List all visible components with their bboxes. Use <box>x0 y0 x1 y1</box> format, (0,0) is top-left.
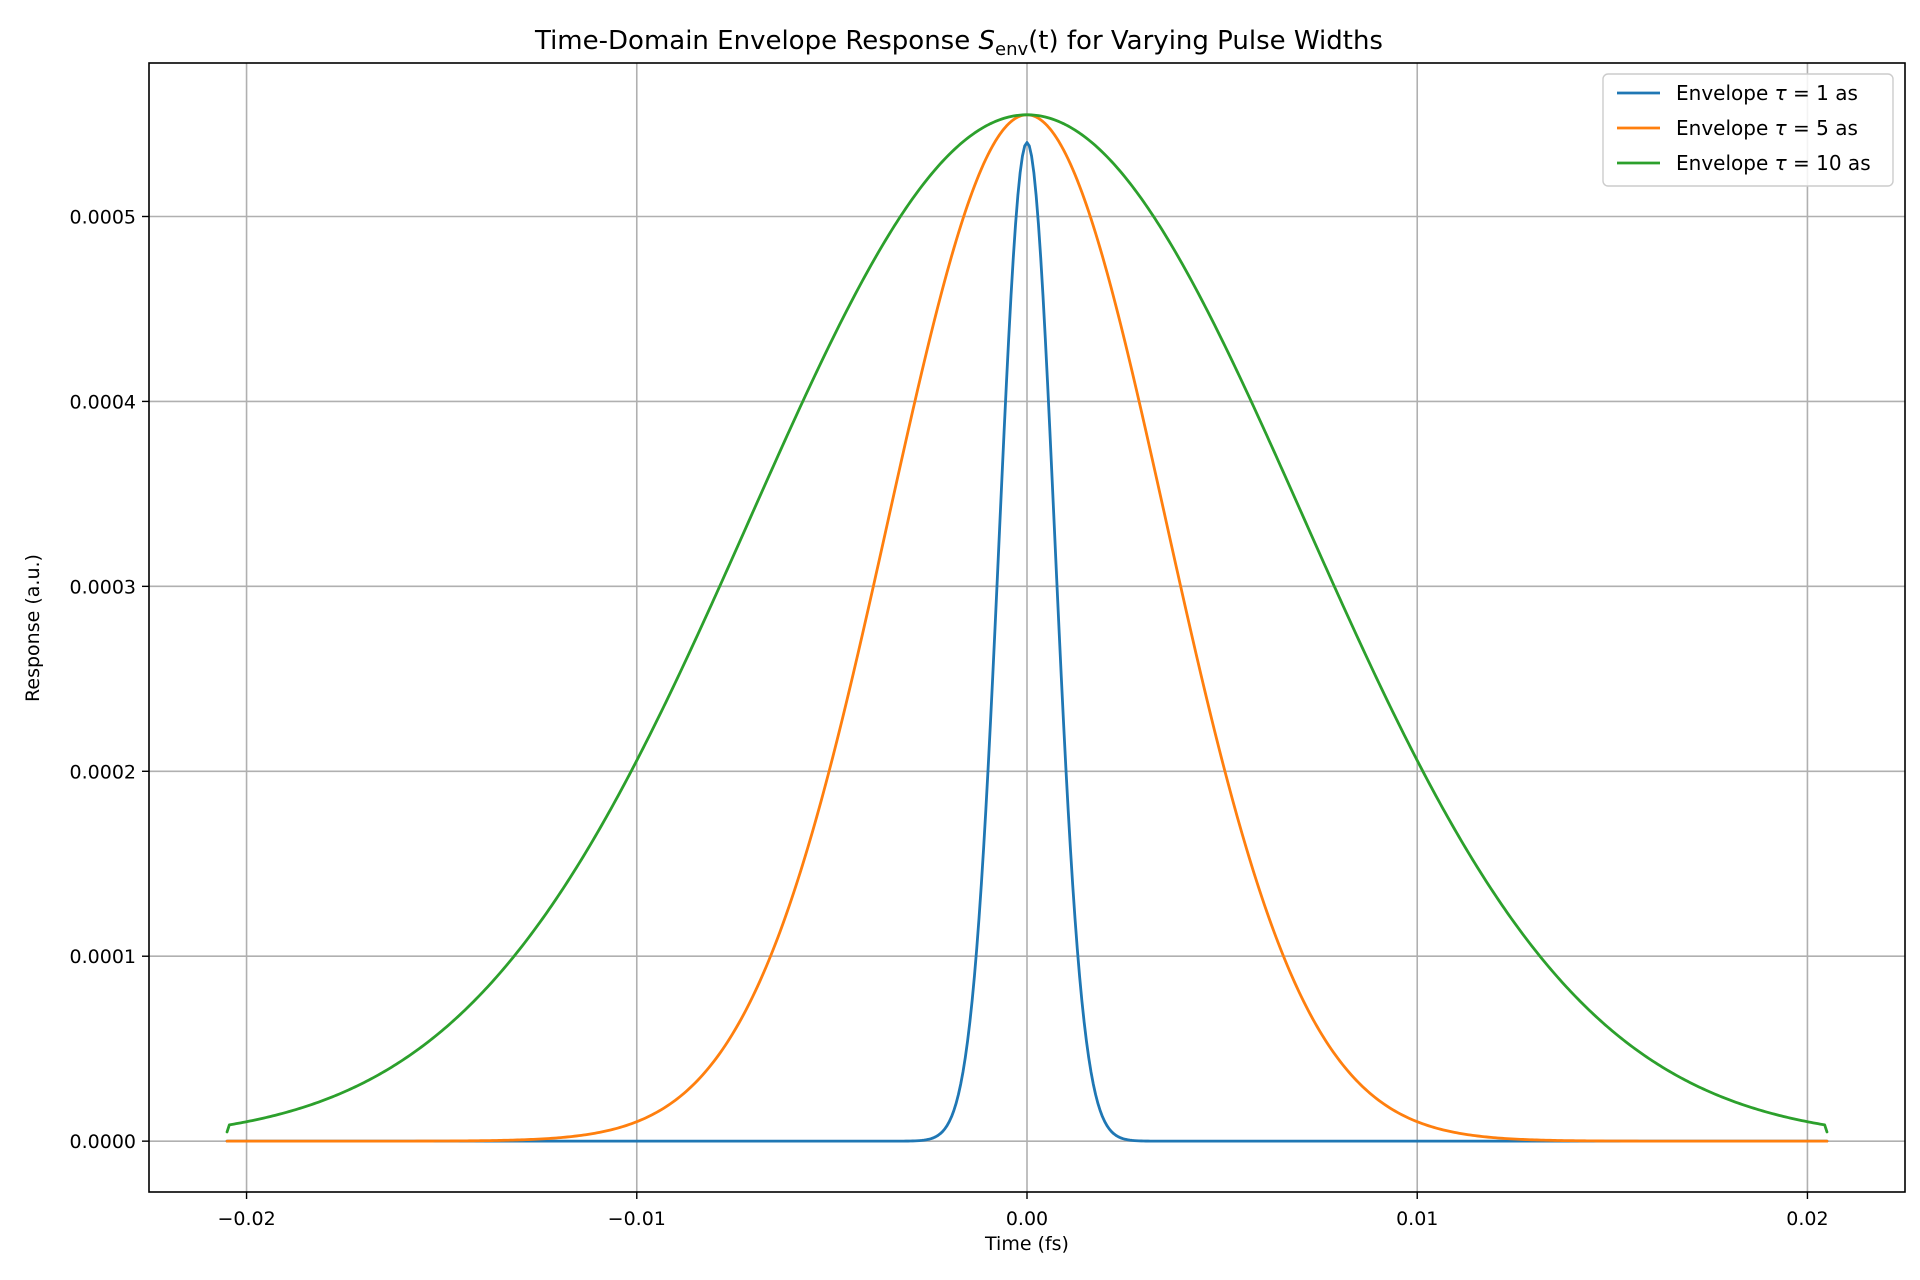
y-tick-label: 0.0003 <box>70 576 136 598</box>
legend: Envelope τ = 1 as Envelope τ = 5 as Envelo… <box>1602 73 1894 187</box>
x-axis-label: Time (fs) <box>984 1233 1069 1255</box>
y-axis-label: Response (a.u.) <box>22 554 44 702</box>
x-tick-label: −0.02 <box>217 1208 275 1230</box>
series-layer <box>225 113 1829 1143</box>
legend-label-2: Envelope τ = 5 as <box>1676 116 1858 140</box>
x-tick-label: 0.01 <box>1396 1208 1438 1230</box>
legend-label-3: Envelope τ = 10 as <box>1676 151 1871 175</box>
x-axis-ticks: −0.02 −0.01 0.00 0.01 0.02 <box>217 1192 1829 1230</box>
y-tick-label: 0.0001 <box>70 946 136 968</box>
series-line-3 <box>225 113 1829 1134</box>
legend-label-1: Envelope τ = 1 as <box>1676 81 1858 105</box>
x-tick-label: 0.02 <box>1786 1208 1828 1230</box>
y-tick-label: 0.0000 <box>70 1131 136 1153</box>
y-axis-ticks: 0.0000 0.0001 0.0002 0.0003 0.0004 0.0005 <box>70 206 149 1153</box>
grid <box>149 63 1905 1192</box>
x-tick-label: 0.00 <box>1006 1208 1048 1230</box>
y-tick-label: 0.0005 <box>70 206 136 228</box>
y-tick-label: 0.0004 <box>70 391 136 413</box>
x-tick-label: −0.01 <box>608 1208 666 1230</box>
legend-box <box>1602 73 1894 187</box>
y-tick-label: 0.0002 <box>70 761 136 783</box>
chart-title: Time-Domain Envelope Response Senv(t) fo… <box>534 26 1383 60</box>
